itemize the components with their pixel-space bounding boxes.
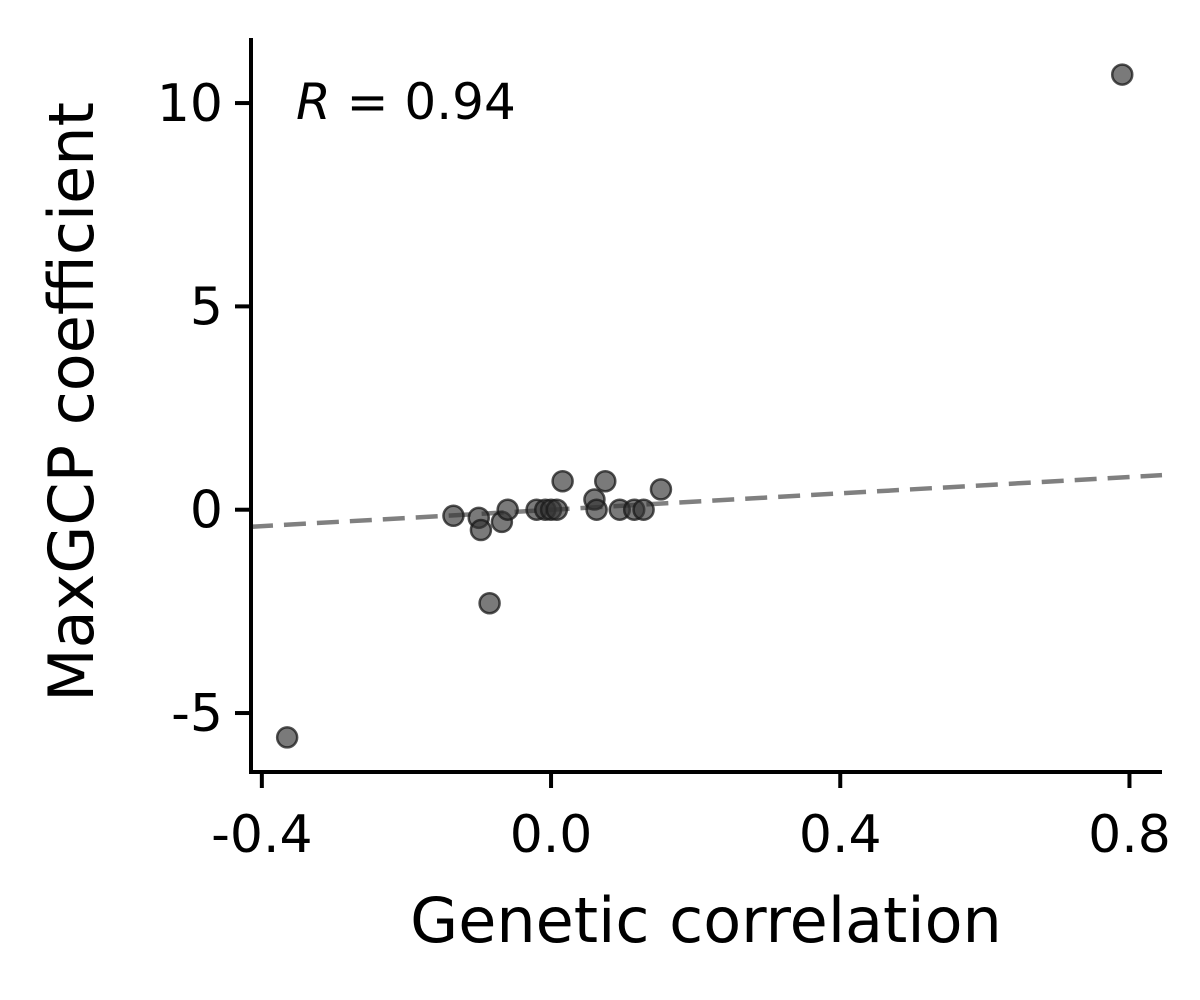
correlation-annotation: R = 0.94	[296, 73, 516, 131]
data-points-layer	[275, 63, 1134, 749]
data-point	[496, 498, 519, 521]
axes-layer	[249, 38, 1162, 774]
data-point	[585, 498, 608, 521]
data-point	[469, 518, 493, 542]
data-point	[275, 726, 299, 749]
x-tick-label: 0.4	[799, 805, 882, 865]
x-axis-title: Genetic correlation	[410, 884, 1002, 957]
data-point	[1110, 63, 1134, 86]
y-axis-title: MaxGCP coefficient	[35, 102, 108, 702]
y-tick-label: 10	[157, 74, 223, 134]
x-tick-label: 0.8	[1088, 805, 1171, 865]
data-point	[551, 469, 574, 493]
y-tick-label: -5	[171, 684, 223, 744]
data-point	[442, 504, 465, 528]
data-point	[478, 591, 501, 615]
data-point	[649, 478, 673, 501]
data-point	[545, 498, 569, 521]
annotation-value: = 0.94	[331, 73, 516, 131]
x-tick-label: -0.4	[211, 805, 312, 865]
y-ticks: -5 0 5 10	[157, 74, 251, 744]
x-tick-label: 0.0	[510, 805, 593, 865]
annotation-variable: R	[296, 73, 331, 131]
trendline	[250, 472, 1163, 530]
x-ticks: -0.4 0.0 0.4 0.8	[211, 772, 1171, 865]
y-tick-label: 0	[190, 481, 223, 541]
y-tick-label: 5	[190, 277, 223, 337]
data-point	[594, 469, 617, 493]
trendline-layer	[250, 472, 1163, 530]
data-point	[632, 498, 655, 521]
